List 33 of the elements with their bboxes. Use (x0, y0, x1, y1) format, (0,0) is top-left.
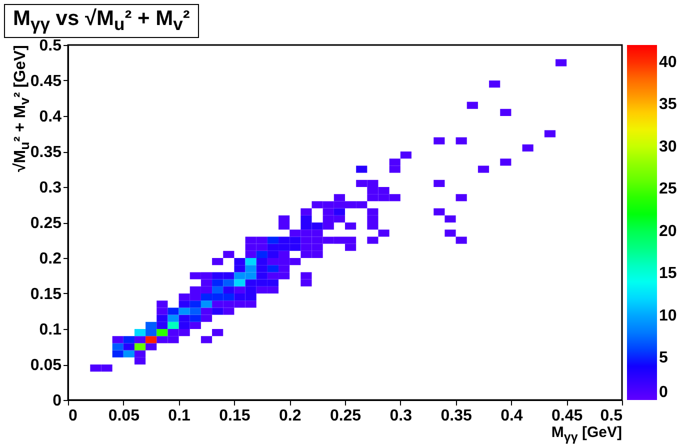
color-bar-label: 35 (659, 96, 677, 114)
x-tick-label: 0.35 (440, 408, 472, 424)
color-bar-label: 30 (659, 138, 677, 156)
x-tick-label: 0.45 (552, 408, 583, 424)
y-tick-label: 0.5 (39, 38, 62, 54)
y-tick-label: 0.35 (30, 144, 62, 161)
color-bar-label: 15 (659, 265, 677, 282)
x-tick-label: 0.05 (108, 408, 140, 424)
y-tick-label: 0 (52, 392, 62, 410)
x-axis-title: M$_{γγ}$ [GeV] (551, 424, 622, 444)
color-bar-label: 20 (659, 222, 677, 240)
x-tick-label: 0.25 (330, 408, 362, 424)
chart-title: M$_{γγ}$ vs √M$_{u}$² + M$_{v}$² (4, 4, 199, 38)
y-tick-label: 0.3 (39, 180, 62, 196)
x-tick-label: 0.1 (168, 408, 191, 424)
color-bar-label: 25 (659, 180, 677, 198)
y-tick-label: 0.05 (30, 357, 62, 374)
x-tick-label: 0.2 (278, 408, 302, 424)
x-tick-label: 0.5 (600, 408, 623, 424)
y-tick-label: 0.1 (39, 322, 62, 338)
y-tick-label: 0.45 (30, 73, 62, 90)
x-tick-label: 0.4 (500, 408, 523, 424)
y-tick-label: 0.25 (30, 215, 62, 232)
color-bar-label: 5 (659, 350, 668, 367)
x-tick-label: 0 (68, 408, 78, 424)
y-tick-label: 0.15 (30, 286, 62, 303)
x-tick-label: 0.3 (390, 408, 412, 424)
x-tick-label: 0.15 (219, 408, 250, 424)
color-bar-label: 0 (659, 384, 668, 401)
y-tick-label: 0.2 (39, 250, 62, 268)
y-tick-label: 0.4 (39, 108, 62, 126)
color-bar-label: 10 (659, 307, 677, 324)
color-bar-label: 40 (659, 54, 677, 71)
